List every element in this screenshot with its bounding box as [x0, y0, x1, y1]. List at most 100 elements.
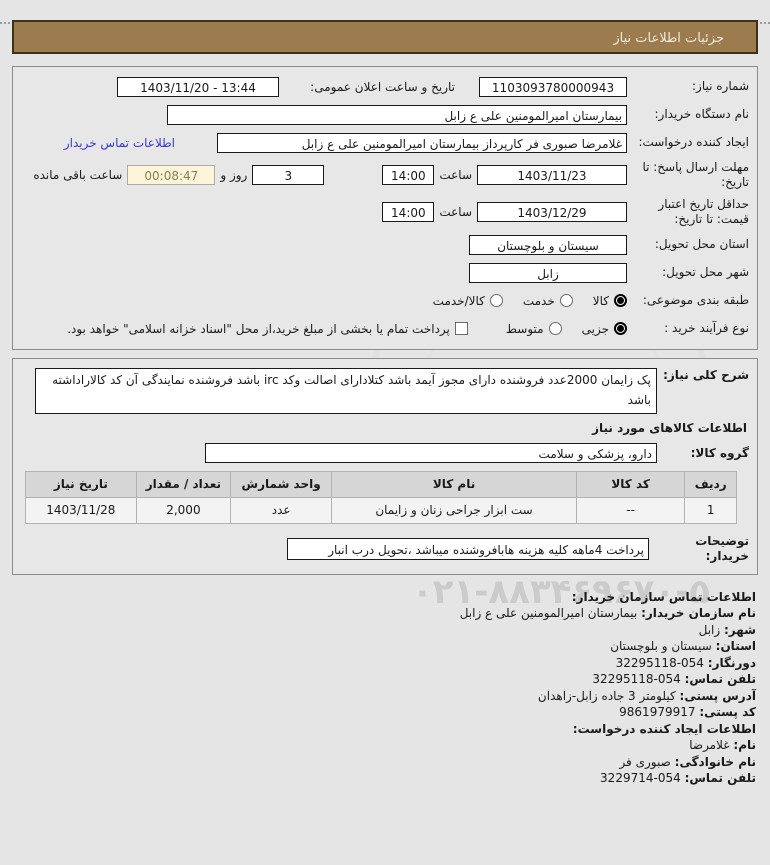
radio-partial-label: جزیی	[581, 321, 609, 336]
org-name-line: نام سازمان خریدار: بیمارستان امیرالمومنی…	[12, 605, 756, 621]
need-number-label: شماره نیاز:	[692, 79, 749, 93]
delivery-city-label: شهر محل تحویل:	[662, 265, 749, 279]
goods-group-row: گروه کالا: دارو، پزشکی و سلامت	[21, 443, 749, 464]
phone-line: تلفن تماس: 32295118-054	[12, 671, 756, 687]
fax-value: 32295118-054	[615, 655, 704, 670]
radio-goods-service-icon[interactable]	[489, 294, 503, 307]
response-deadline-row: مهلت ارسال پاسخ: تا تاریخ: 1403/11/23 سا…	[21, 160, 749, 190]
goods-info-header: اطلاعات کالاهای مورد نیاز	[592, 420, 747, 435]
cell-goods-code: --	[575, 496, 686, 524]
goods-panel: شرح کلی نیاز: پک زایمان 2000عدد فروشنده …	[12, 358, 758, 575]
treasury-checkbox-label: پرداخت تمام یا بخشی از مبلغ خرید،از محل …	[67, 321, 450, 336]
radio-goods-icon[interactable]	[614, 294, 627, 307]
days-remaining-field[interactable]: 3	[252, 165, 325, 185]
org-name-label: نام سازمان خریدار:	[641, 606, 756, 621]
need-description-field[interactable]: پک زایمان 2000عدد فروشنده دارای مجوز آیم…	[35, 368, 657, 414]
delivery-province-field[interactable]: سیستان و بلوچستان	[469, 234, 627, 255]
radio-option-partial[interactable]: جزیی	[582, 322, 627, 336]
deadline-hour-label: ساعت	[439, 168, 472, 182]
radio-goods-label: کالا	[592, 293, 609, 308]
creator-contact-header: اطلاعات ایجاد کننده درخواست:	[572, 721, 756, 736]
cell-row-number: 1	[684, 496, 737, 524]
creator-phone-line: تلفن تماس: 3229714-054	[12, 770, 756, 786]
radio-option-goods-service[interactable]: کالا/خدمت	[433, 294, 503, 308]
radio-partial-icon[interactable]	[614, 322, 627, 335]
treasury-checkbox[interactable]	[454, 322, 468, 335]
days-label: روز و	[220, 168, 248, 182]
need-number-row: شماره نیاز: 1103093780000943 تاریخ و ساع…	[21, 76, 749, 97]
creator-phone-label: تلفن تماس:	[684, 771, 756, 786]
buyer-notes-label: توضیحات خریدار:	[695, 533, 749, 563]
countdown-timer: 00:08:47	[127, 165, 216, 185]
request-creator-field[interactable]: غلامرضا صبوری فر کارپرداز بیمارستان امیر…	[217, 132, 627, 153]
postal-value: 9861979917	[619, 705, 696, 720]
creator-phone-value: 3229714-054	[600, 771, 681, 786]
radio-option-service[interactable]: خدمت	[523, 294, 573, 308]
col-goods-code: کد کالا	[575, 470, 686, 498]
need-description-label: شرح کلی نیاز:	[663, 368, 749, 382]
subject-classification-row: طبقه بندی موضوعی: کالا خدمت کالا/خدمت	[21, 290, 749, 311]
fax-label: دورنگار:	[707, 655, 756, 670]
goods-table-header-row: ردیف کد کالا نام کالا واحد شمارش تعداد /…	[25, 470, 737, 498]
validity-hour-label: ساعت	[439, 205, 472, 219]
buyer-org-row: نام دستگاه خریدار: بیمارستان امیرالمومنی…	[21, 104, 749, 125]
delivery-province-row: استان محل تحویل: سیستان و بلوچستان	[21, 234, 749, 255]
goods-group-label: گروه کالا:	[690, 445, 749, 460]
org-name-value: بیمارستان امیرالمومنین علی ع زابل	[459, 606, 638, 621]
col-count-unit: واحد شمارش	[230, 470, 333, 498]
goods-group-field[interactable]: دارو، پزشکی و سلامت	[205, 443, 657, 464]
validity-date-field[interactable]: 1403/12/29	[477, 202, 627, 222]
postal-label: کد پستی:	[699, 705, 756, 720]
cell-quantity: 2,000	[135, 496, 232, 524]
province-label: استان:	[715, 639, 756, 654]
province-value: سیستان و بلوچستان	[610, 639, 712, 654]
contact-info-section: اطلاعات تماس سازمان خریدار: نام سازمان خ…	[12, 589, 756, 787]
cell-count-unit: عدد	[230, 496, 333, 524]
cell-need-date: 1403/11/28	[25, 496, 137, 524]
address-label: آدرس پستی:	[679, 688, 756, 703]
goods-table-row: 1 -- ست ابزار جراحی زنان و زایمان عدد 2,…	[25, 496, 737, 524]
buyer-notes-row: توضیحات خریدار: پرداخت 4ماهه کلیه هزینه …	[21, 534, 749, 564]
remaining-hours-label: ساعت باقی مانده	[33, 168, 123, 182]
treasury-checkbox-option[interactable]: پرداخت تمام یا بخشی از مبلغ خرید،از محل …	[67, 322, 468, 336]
buyer-notes-field[interactable]: پرداخت 4ماهه کلیه هزینه هابافروشنده میبا…	[287, 537, 649, 560]
buyer-contact-link[interactable]: اطلاعات تماس خریدار	[63, 135, 175, 150]
buyer-org-label: نام دستگاه خریدار:	[654, 107, 750, 121]
delivery-province-label: استان محل تحویل:	[654, 237, 749, 251]
need-details-page: 10101 ParsNamadData مرکز فناوری اطلاعات …	[0, 20, 770, 865]
deadline-time-field[interactable]: 14:00	[382, 165, 435, 185]
radio-option-goods[interactable]: کالا	[593, 294, 627, 308]
city-label: شهر:	[724, 622, 756, 637]
delivery-city-field[interactable]: زابل	[469, 262, 627, 283]
request-creator-row: ایجاد کننده درخواست: غلامرضا صبوری فر کا…	[21, 132, 749, 153]
radio-service-icon[interactable]	[559, 294, 573, 307]
subject-classification-label: طبقه بندی موضوعی:	[642, 293, 749, 307]
need-number-field[interactable]: 1103093780000943	[479, 76, 627, 97]
radio-medium-label: متوسط	[505, 321, 544, 336]
city-value: زابل	[698, 622, 721, 637]
need-details-panel: شماره نیاز: 1103093780000943 تاریخ و ساع…	[12, 66, 758, 350]
address-value: کیلومتر 3 جاده زابل-زاهدان	[537, 688, 676, 703]
radio-medium-icon[interactable]	[548, 322, 562, 335]
page-title: جزئیات اطلاعات نیاز	[12, 20, 758, 54]
announce-datetime-field[interactable]: 1403/11/20 - 13:44	[117, 76, 279, 97]
radio-service-label: خدمت	[522, 293, 555, 308]
last-name-line: نام خانوادگی: صبوری فر	[12, 754, 756, 770]
org-contact-header: اطلاعات تماس سازمان خریدار:	[571, 589, 756, 604]
validity-time-field[interactable]: 14:00	[382, 202, 435, 222]
goods-table: ردیف کد کالا نام کالا واحد شمارش تعداد /…	[25, 470, 737, 524]
col-quantity: تعداد / مقدار	[135, 470, 232, 498]
delivery-city-row: شهر محل تحویل: زابل	[21, 262, 749, 283]
first-name-label: نام:	[733, 738, 756, 753]
radio-option-medium[interactable]: متوسط	[506, 322, 562, 336]
buyer-org-field[interactable]: بیمارستان امیرالمومنین علی ع زابل	[167, 104, 627, 125]
col-row-number: ردیف	[684, 470, 737, 498]
request-creator-label: ایجاد کننده درخواست:	[638, 135, 749, 149]
radio-goods-service-label: کالا/خدمت	[432, 293, 485, 308]
price-validity-row: حداقل تاریخ اعتبار قیمت: تا تاریخ: 1403/…	[21, 197, 749, 227]
phone-label: تلفن تماس:	[684, 672, 756, 687]
deadline-date-field[interactable]: 1403/11/23	[477, 165, 627, 185]
purchase-process-row: نوع فرآیند خرید : جزیی متوسط پرداخت تمام…	[21, 318, 749, 339]
response-deadline-label: مهلت ارسال پاسخ: تا تاریخ:	[642, 160, 749, 189]
fax-line: دورنگار: 32295118-054	[12, 655, 756, 671]
